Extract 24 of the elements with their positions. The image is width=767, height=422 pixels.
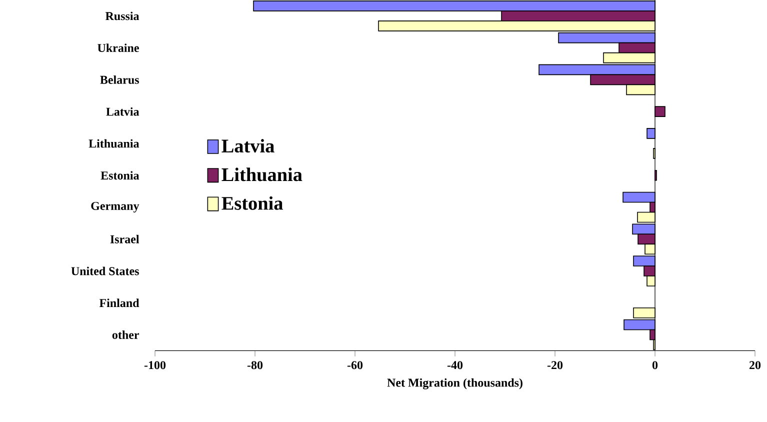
y-tick-label: other [112,330,140,339]
bar [654,106,666,117]
y-tick-label: Ukraine [98,44,139,52]
x-tick-label: -40 [447,361,463,370]
y-tick-label: Germany [91,202,140,212]
y-tick-label: Belarus [100,75,139,84]
x-tick-label: 20 [750,361,761,370]
x-tick-label: -20 [547,361,563,370]
legend-label: Estonia [222,196,283,210]
y-tick-label: Latvia [106,107,140,116]
x-tick-label: -100 [144,361,166,370]
legend-label: Latvia [222,139,274,153]
y-tick-label: Finland [99,298,140,308]
y-tick-label: Estonia [100,171,140,180]
bar [646,128,656,139]
x-tick-label: -60 [347,361,363,370]
y-tick-label: Israel [110,234,140,244]
legend-label: Lithuania [222,168,302,182]
x-tick-label: -80 [247,361,263,370]
y-tick-label: Russia [105,12,140,20]
x-tick-label: 0 [652,361,658,370]
y-tick-label: United States [71,266,139,276]
y-tick-label: Lithuania [88,139,140,148]
x-axis-title: Net Migration (thousands) [387,378,522,390]
